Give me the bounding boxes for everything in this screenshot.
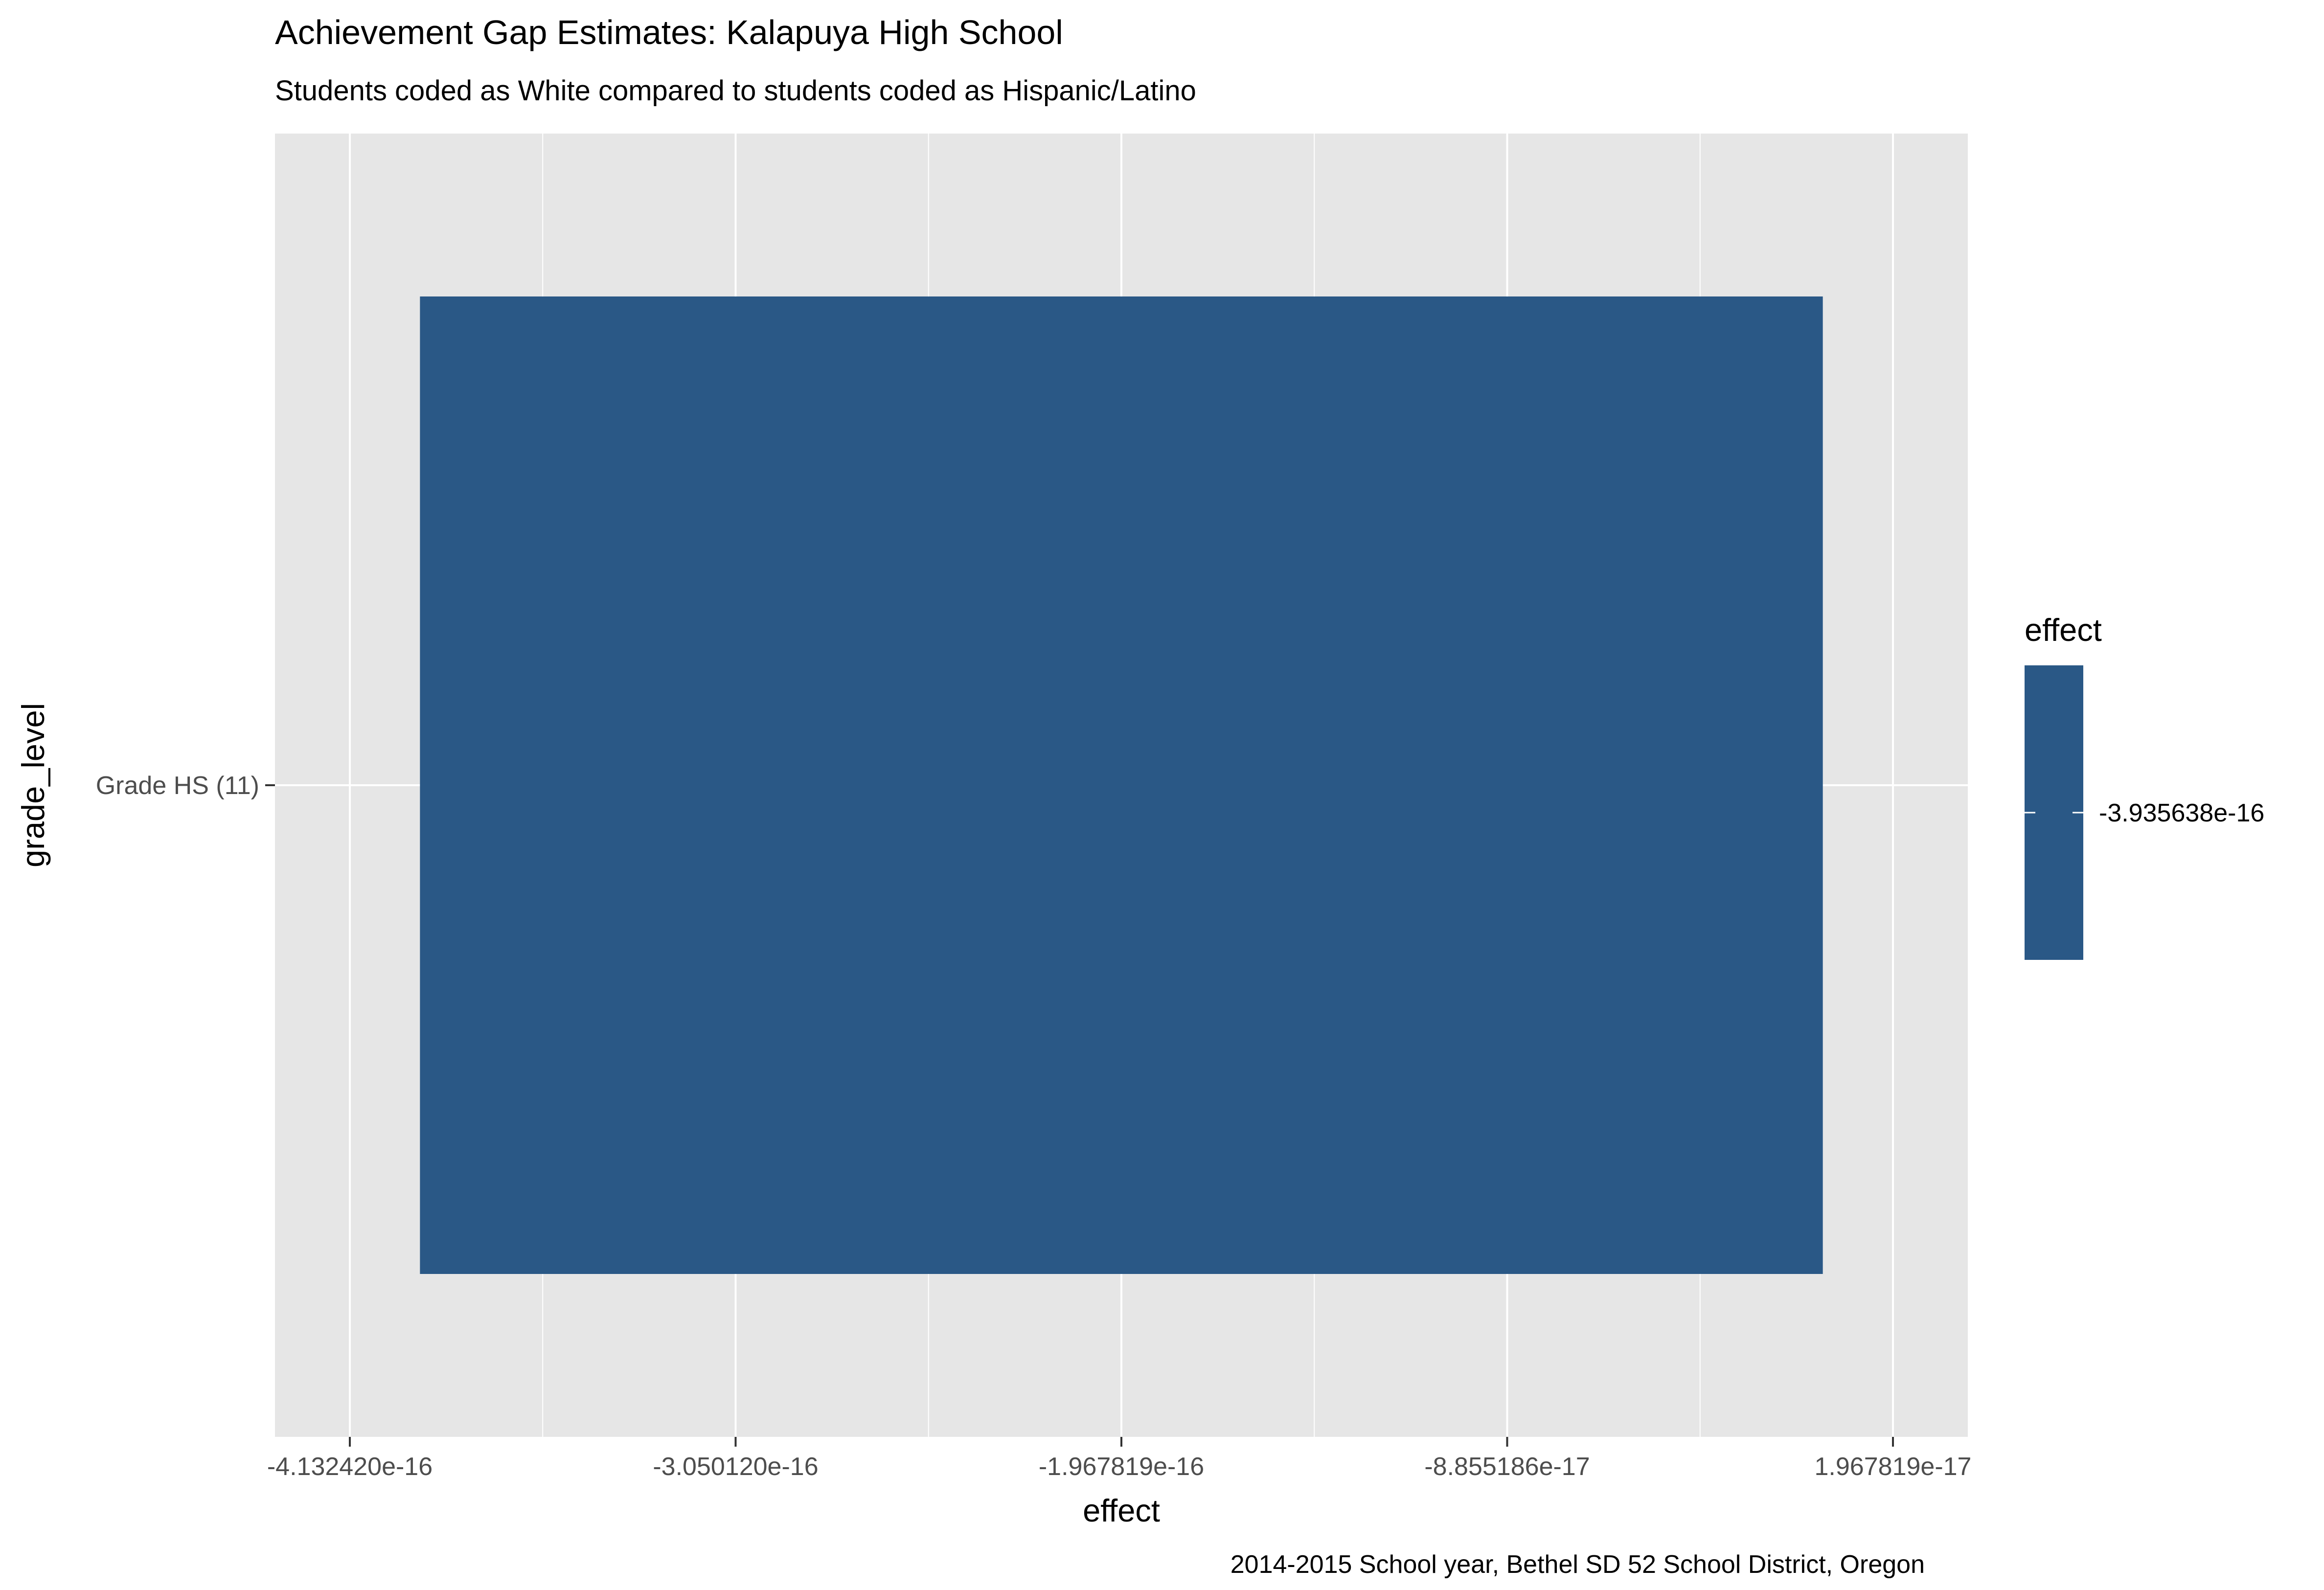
chart-title: Achievement Gap Estimates: Kalapuya High… [275,13,1063,51]
legend-title: effect [2025,612,2102,648]
x-axis-title: effect [1083,1493,1160,1528]
x-axis: -4.132420e-16 -3.050120e-16 -1.967819e-16 -… [267,1437,1972,1481]
legend-label: -3.935638e-16 [2099,799,2264,827]
x-tick-label: -1.967819e-16 [1039,1453,1204,1481]
x-tick-label: 1.967819e-17 [1815,1453,1972,1481]
x-tick-label: -3.050120e-16 [653,1453,818,1481]
x-tick-label: -8.855186e-17 [1424,1453,1590,1481]
bars [420,296,1823,1274]
y-axis: Grade HS (11) [96,772,275,800]
chart-subtitle: Students coded as White compared to stud… [275,75,1196,107]
y-tick-label: Grade HS (11) [96,772,259,800]
chart-caption: 2014-2015 School year, Bethel SD 52 Scho… [1230,1550,1925,1579]
y-axis-title: grade_level [15,703,51,867]
bar [420,296,1823,1274]
x-tick-label: -4.132420e-16 [267,1453,433,1481]
legend: effect -3.935638e-16 [2025,612,2264,960]
